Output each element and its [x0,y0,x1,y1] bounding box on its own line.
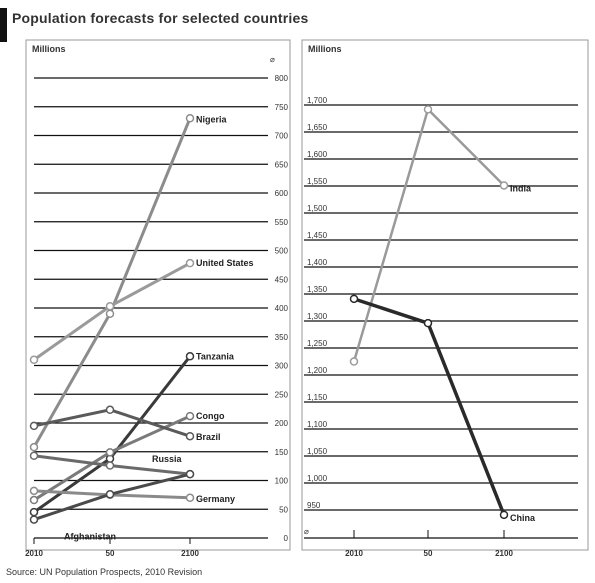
left-y-tick-350: 350 [275,333,289,342]
right-chart: 950 1,000 1,050 1,100 1,150 1,200 1,250 1,300 1,… [304,96,578,558]
left-y-tick-600: 600 [275,189,289,198]
left-point-congo-2 [185,411,195,421]
right-point-india-2 [499,181,509,190]
right-series-label-china: China [510,513,536,523]
left-chart: 0 50 100 150 200 250 300 350 400 450 500 550 600 650 7… [25,74,288,558]
left-point-germany-2 [185,493,195,502]
left-series-label-united-states: United States [196,258,254,268]
left-series-label-germany: Germany [196,494,235,504]
right-y-tick-1,350: 1,350 [307,285,328,294]
left-x-tick-50: 50 [106,549,115,558]
right-y-tick-1,500: 1,500 [307,204,328,213]
left-point-united-states-1 [105,302,115,311]
right-y-tick-1,700: 1,700 [307,96,328,105]
right-point-china-0 [349,294,359,304]
left-point-nigeria-1 [105,309,115,318]
left-y-tick-450: 450 [275,275,289,284]
left-y-tick-300: 300 [275,362,289,371]
title-bar [0,8,7,42]
left-point-congo-0 [29,495,39,505]
left-y-tick-150: 150 [275,448,289,457]
right-unit-label: Millions [308,44,342,54]
left-y-tick-200: 200 [275,419,289,428]
left-y-tick-50: 50 [279,505,288,514]
right-y-tick-1,550: 1,550 [307,177,328,186]
left-series-label-congo: Congo [196,411,225,421]
left-y-tick-650: 650 [275,160,289,169]
left-series-line-tanzania [33,355,192,514]
left-point-tanzania-0 [29,507,39,517]
left-point-nigeria-2 [185,114,195,123]
right-y-tick-1,450: 1,450 [307,231,328,240]
left-point-brazil-0 [29,421,39,431]
left-y-tick-400: 400 [275,304,289,313]
right-x-tick-2010: 2010 [345,549,363,558]
chart-title: Population forecasts for selected countr… [12,10,309,26]
left-point-united-states-0 [29,355,39,364]
right-y-tick-1,000: 1,000 [307,474,328,483]
right-x-tick-2100: 2100 [495,549,513,558]
left-y-tick-250: 250 [275,390,289,399]
right-x-tick-50: 50 [424,549,433,558]
right-y-tick-1,400: 1,400 [307,258,328,267]
left-point-nigeria-0 [29,442,39,452]
left-unit-label: Millions [32,44,66,54]
left-point-brazil-1 [105,405,115,415]
left-point-congo-1 [105,448,115,457]
right-point-china-2 [499,510,509,520]
left-point-afghanistan-2 [185,469,195,479]
right-y-tick-1,100: 1,100 [307,420,328,429]
left-series-label-tanzania: Tanzania [196,351,235,361]
right-panel-frame [301,39,589,551]
left-y-tick-750: 750 [275,103,289,112]
right-y-tick-1,650: 1,650 [307,123,328,132]
left-point-russia-1 [105,461,115,470]
left-x-tick-2010: 2010 [25,549,43,558]
left-y-tick-550: 550 [275,218,289,227]
left-series-label-nigeria: Nigeria [196,114,228,124]
source-note: Source: UN Population Prospects, 2010 Re… [6,567,203,577]
left-point-afghanistan-1 [105,490,115,499]
left-point-russia-0 [29,451,39,461]
left-y-tick-100: 100 [275,477,289,486]
right-point-india-0 [349,357,359,366]
right-y-tick-1,200: 1,200 [307,366,328,375]
right-y-tick-1,050: 1,050 [307,447,328,456]
left-point-brazil-2 [185,431,195,441]
right-y-tick-1,150: 1,150 [307,393,328,402]
left-y-tick-500: 500 [275,247,289,256]
left-y-tick-700: 700 [275,132,289,141]
left-series-line-nigeria [32,117,192,448]
left-point-united-states-2 [185,258,195,268]
left-panel-frame [25,39,291,551]
right-y-tick-1,250: 1,250 [307,339,328,348]
right-point-india-1 [423,105,433,114]
right-series-label-india: India [510,183,532,193]
left-y-tick-0: 0 [284,534,289,543]
left-point-afghanistan-0 [29,515,39,524]
axis-break-marker-top: ⌀ [270,55,275,64]
left-y-tick-800: 800 [275,74,289,83]
axis-break-marker-bottom: ⌀ [304,527,309,536]
right-y-tick-1,300: 1,300 [307,312,328,321]
left-x-tick-2100: 2100 [181,549,199,558]
left-point-germany-0 [29,486,39,496]
left-point-tanzania-2 [185,352,195,361]
left-series-label-brazil: Brazil [196,432,221,442]
right-point-china-1 [423,318,433,328]
left-series-label-afghanistan: Afghanistan [64,532,116,542]
right-y-tick-1,600: 1,600 [307,150,328,159]
right-y-tick-950: 950 [307,501,321,510]
left-series-label-russia: Russia [152,454,183,464]
